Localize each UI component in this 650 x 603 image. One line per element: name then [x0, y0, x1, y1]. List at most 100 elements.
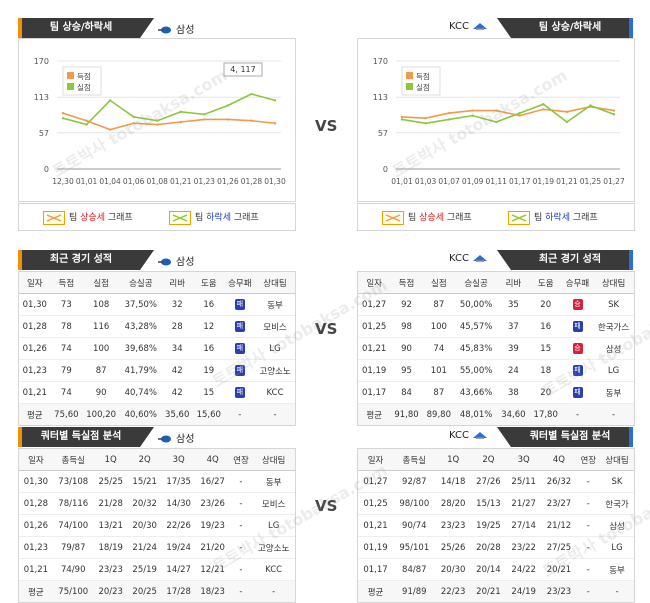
table-row: 01,21 90/74 23/23 19/25 27/14 21/12- 삼성: [358, 514, 634, 537]
table-cell: -: [576, 470, 601, 493]
table-cell: 35: [497, 293, 530, 316]
vs-label-2: VS: [315, 320, 338, 338]
series-line-conceded: [401, 103, 615, 125]
table-cell: -: [255, 403, 295, 425]
table-cell: 01,28: [19, 315, 51, 338]
right-recent-header: KCC 최근 경기 성적: [357, 250, 633, 270]
table-cell: 01,19: [358, 359, 391, 382]
table-cell: 패: [561, 315, 594, 338]
table-cell: 패: [561, 359, 594, 382]
column-header: 일자: [358, 272, 391, 294]
table-cell: 01,23: [19, 536, 53, 559]
right-recent-panel: KCC 최근 경기 성적: [357, 250, 633, 270]
table-cell: 35,60: [161, 403, 193, 425]
y-tick-label: 0: [383, 165, 388, 174]
table-cell: 28: [161, 315, 193, 338]
table-cell: 19/25: [470, 514, 507, 537]
x-tick-label: 01,23: [194, 177, 216, 186]
x-tick-label: 01,25: [580, 177, 602, 186]
table-cell: 90: [390, 337, 423, 360]
trend-graph-icon: [382, 210, 404, 225]
trend-graph-icon: [43, 210, 65, 225]
data-point: [400, 118, 404, 121]
left-trend-panel: 팀 상승/하락세 삼성: [18, 18, 294, 38]
result-badge: 패: [234, 365, 245, 376]
y-tick-label: 170: [373, 57, 388, 66]
table-row: 01,28 78/116 21/28 20/32 14/30 23/26- 모비스: [19, 492, 295, 515]
table-row: 01,26 74 100 39,68% 34 16 패 LG: [19, 337, 295, 360]
table-cell: 동부: [600, 558, 634, 581]
table-cell: 평균: [358, 403, 391, 425]
table-cell: 45,83%: [454, 337, 498, 360]
table-cell: -: [229, 470, 253, 493]
data-point: [179, 110, 182, 114]
column-header: 상대팀: [600, 449, 634, 471]
table-cell: 21/20: [195, 536, 230, 559]
table-cell: 28/20: [435, 492, 471, 515]
table-cell: 116: [82, 315, 121, 338]
data-point: [471, 114, 474, 117]
table-cell: 87: [422, 381, 455, 404]
table-cell: 12: [192, 315, 225, 338]
down-trend-legend[interactable]: 팀 하락세 그래프: [508, 210, 598, 225]
right-recent-title: 최근 경기 성적: [497, 250, 633, 270]
up-trend-legend[interactable]: 팀 상승세 그래프: [382, 210, 472, 225]
table-cell: 42: [161, 359, 193, 382]
table-cell: 39,68%: [120, 337, 162, 360]
table-cell: SK: [593, 293, 634, 316]
table-cell: 79: [50, 359, 83, 382]
table-cell: 26/32: [541, 470, 577, 493]
table-cell: 23/26: [195, 492, 230, 515]
column-header: 3Q: [161, 449, 196, 471]
table-cell: 38: [497, 381, 530, 404]
kcc-logo-icon: [472, 253, 488, 263]
left-quarter-header: 쿼터별 득실점 분석 삼성: [18, 427, 294, 447]
table-cell: -: [229, 514, 253, 537]
table-cell: 평균: [19, 580, 53, 602]
table-cell: 75/100: [52, 580, 94, 602]
table-cell: 18/23: [195, 580, 230, 602]
table-row: 01,19 95/101 25/26 20/28 23/22 27/25- LG: [358, 536, 634, 559]
data-point: [132, 122, 135, 125]
average-row: 평균 75,60 100,20 40,60% 35,60 15,60- -: [19, 403, 295, 425]
table-row: 01,21 90 74 45,83% 39 15 승 삼성: [358, 337, 634, 360]
x-tick-label: 01,21: [170, 177, 192, 186]
table-cell: 90/74: [393, 514, 436, 537]
table-cell: 14/27: [161, 558, 196, 581]
table-cell: 98/100: [393, 492, 436, 515]
table-cell: 22/23: [435, 580, 471, 602]
column-header: 상대팀: [252, 449, 295, 471]
right-trend-header: KCC 팀 상승/하락세: [357, 18, 633, 38]
table-cell: 20/30: [435, 558, 471, 581]
data-point: [447, 118, 451, 121]
column-header: 연장: [576, 449, 601, 471]
table-cell: 01,27: [358, 293, 391, 316]
column-header: 일자: [19, 449, 53, 471]
column-header: 일자: [358, 449, 394, 471]
left-recent-title: 최근 경기 성적: [18, 250, 154, 270]
table-cell: 91,80: [390, 403, 423, 425]
table-cell: 평균: [19, 403, 51, 425]
table-cell: 16: [192, 293, 225, 316]
table-cell: 모비스: [255, 315, 295, 338]
table-cell: 32: [161, 293, 193, 316]
up-trend-legend[interactable]: 팀 상승세 그래프: [43, 210, 133, 225]
table-cell: -: [600, 580, 634, 602]
table-cell: 22/26: [161, 514, 196, 537]
table-cell: 삼성: [593, 337, 634, 360]
x-tick-label: 01,07: [438, 177, 460, 186]
x-tick-label: 01,26: [217, 177, 239, 186]
table-cell: 패: [224, 381, 256, 404]
x-tick-label: 01,17: [509, 177, 531, 186]
table-row: 01,30 73/108 25/25 15/21 17/35 16/27- 동부: [19, 470, 295, 493]
table-cell: 91/89: [393, 580, 436, 602]
table-cell: 승: [561, 337, 594, 360]
down-trend-legend[interactable]: 팀 하락세 그래프: [169, 210, 259, 225]
table-cell: 16: [192, 337, 225, 360]
table-cell: 23/27: [541, 492, 577, 515]
table-cell: 43,66%: [454, 381, 498, 404]
left-graph-legend: 팀 상승세 그래프 팀 하락세 그래프: [18, 203, 296, 231]
chart-legend: [401, 66, 441, 96]
table-cell: 95/101: [393, 536, 436, 559]
right-team-label: KCC: [449, 21, 491, 32]
